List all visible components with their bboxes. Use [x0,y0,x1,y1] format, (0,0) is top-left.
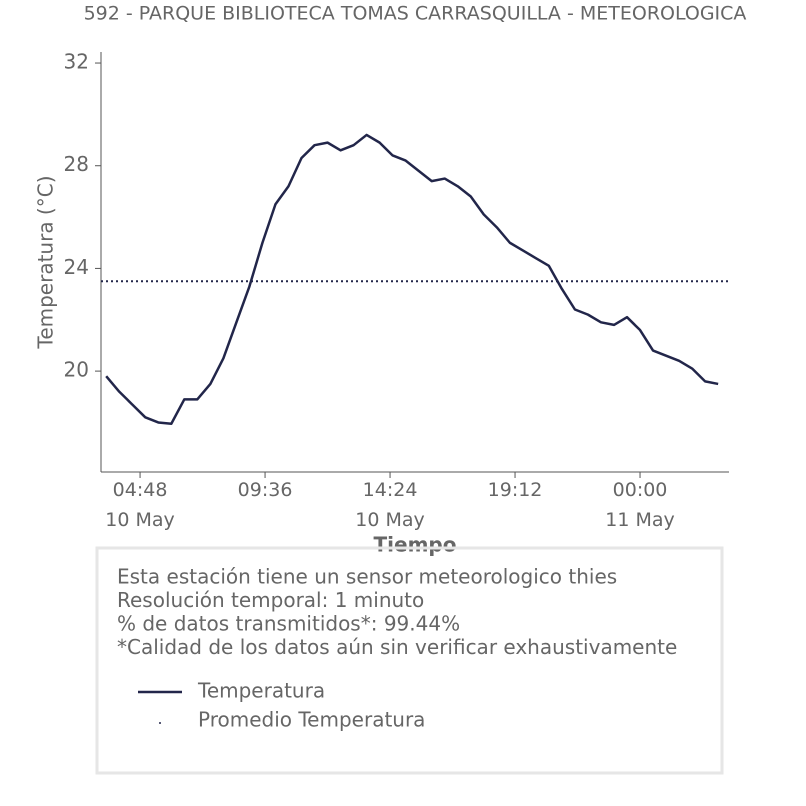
info-text: Esta estación tiene un sensor meteorolog… [117,565,617,589]
legend-marker [159,722,161,724]
x-tick-label: 19:12 [488,479,543,501]
info-text: *Calidad de los datos aún sin verificar … [117,635,677,659]
legend-label: Temperatura [197,679,325,703]
chart-title: 592 - PARQUE BIBLIOTECA TOMAS CARRASQUIL… [84,3,747,25]
info-box [95,546,724,775]
y-axis-label: Temperatura (°C) [34,175,58,349]
line [105,133,719,425]
x-tick-label: 04:48 10 May [105,479,175,531]
y-tick-label: 20 [64,358,89,382]
x-tick-label: 09:36 [238,479,293,501]
y-tick-label: 24 [64,255,89,279]
x-axis-label: Tiempo [374,533,457,557]
x-tick-label: 00:00 11 May [605,479,675,531]
legend-label: Promedio Temperatura [198,708,425,732]
y-tick-label: 32 [64,50,89,74]
info-text: Resolución temporal: 1 minuto [117,588,424,612]
x-tick-label: 14:24 10 May [355,479,425,531]
y-tick-label: 28 [64,152,89,176]
info-text: % de datos transmitidos*: 99.44% [117,612,460,636]
